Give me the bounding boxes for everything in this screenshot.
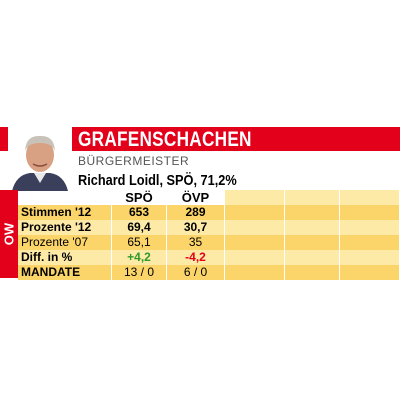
empty-cell [340, 265, 400, 280]
cell: 65,1 [112, 235, 167, 250]
table-row: Prozente '12 69,4 30,7 [18, 220, 400, 235]
row-label: MANDATE [18, 265, 112, 280]
row-label: Stimmen '12 [18, 205, 112, 220]
cell: 69,4 [112, 220, 167, 235]
column-header: ÖVP [167, 190, 225, 205]
cell: 6 / 0 [167, 265, 225, 280]
empty-cell [285, 250, 340, 265]
table-row: Stimmen '12 653 289 [18, 205, 400, 220]
empty-cell [285, 190, 340, 205]
table-header: SPÖ ÖVP [18, 190, 400, 205]
header-cell [18, 190, 112, 205]
photo [8, 127, 72, 191]
cell: 35 [167, 235, 225, 250]
cell: 13 / 0 [112, 265, 167, 280]
empty-cell [225, 265, 285, 280]
cell: +4,2 [112, 250, 167, 265]
empty-cell [285, 235, 340, 250]
empty-cell [340, 250, 400, 265]
empty-cell [225, 220, 285, 235]
empty-cell [340, 235, 400, 250]
title: GRAFENSCHACHEN [78, 128, 252, 151]
side-label: OW [0, 190, 18, 278]
side-label-text: OW [1, 222, 17, 246]
role: BÜRGERMEISTER [78, 154, 190, 168]
mayor: Richard Loidl, SPÖ, 71,2% [78, 172, 237, 189]
cell: 289 [167, 205, 225, 220]
empty-cell [225, 190, 285, 205]
empty-cell [285, 220, 340, 235]
table-row: Diff. in % +4,2 -4,2 [18, 250, 400, 265]
empty-cell [225, 250, 285, 265]
row-label: Diff. in % [18, 250, 112, 265]
column-header: SPÖ [112, 190, 167, 205]
empty-cell [340, 205, 400, 220]
empty-cell [340, 190, 400, 205]
empty-cell [285, 265, 340, 280]
empty-cell [340, 220, 400, 235]
cell: 30,7 [167, 220, 225, 235]
cell: 653 [112, 205, 167, 220]
row-label: Prozente '12 [18, 220, 112, 235]
table-row: Prozente '07 65,1 35 [18, 235, 400, 250]
empty-cell [285, 205, 340, 220]
row-label: Prozente '07 [18, 235, 112, 250]
empty-cell [225, 235, 285, 250]
cell: -4,2 [167, 250, 225, 265]
empty-cell [225, 205, 285, 220]
